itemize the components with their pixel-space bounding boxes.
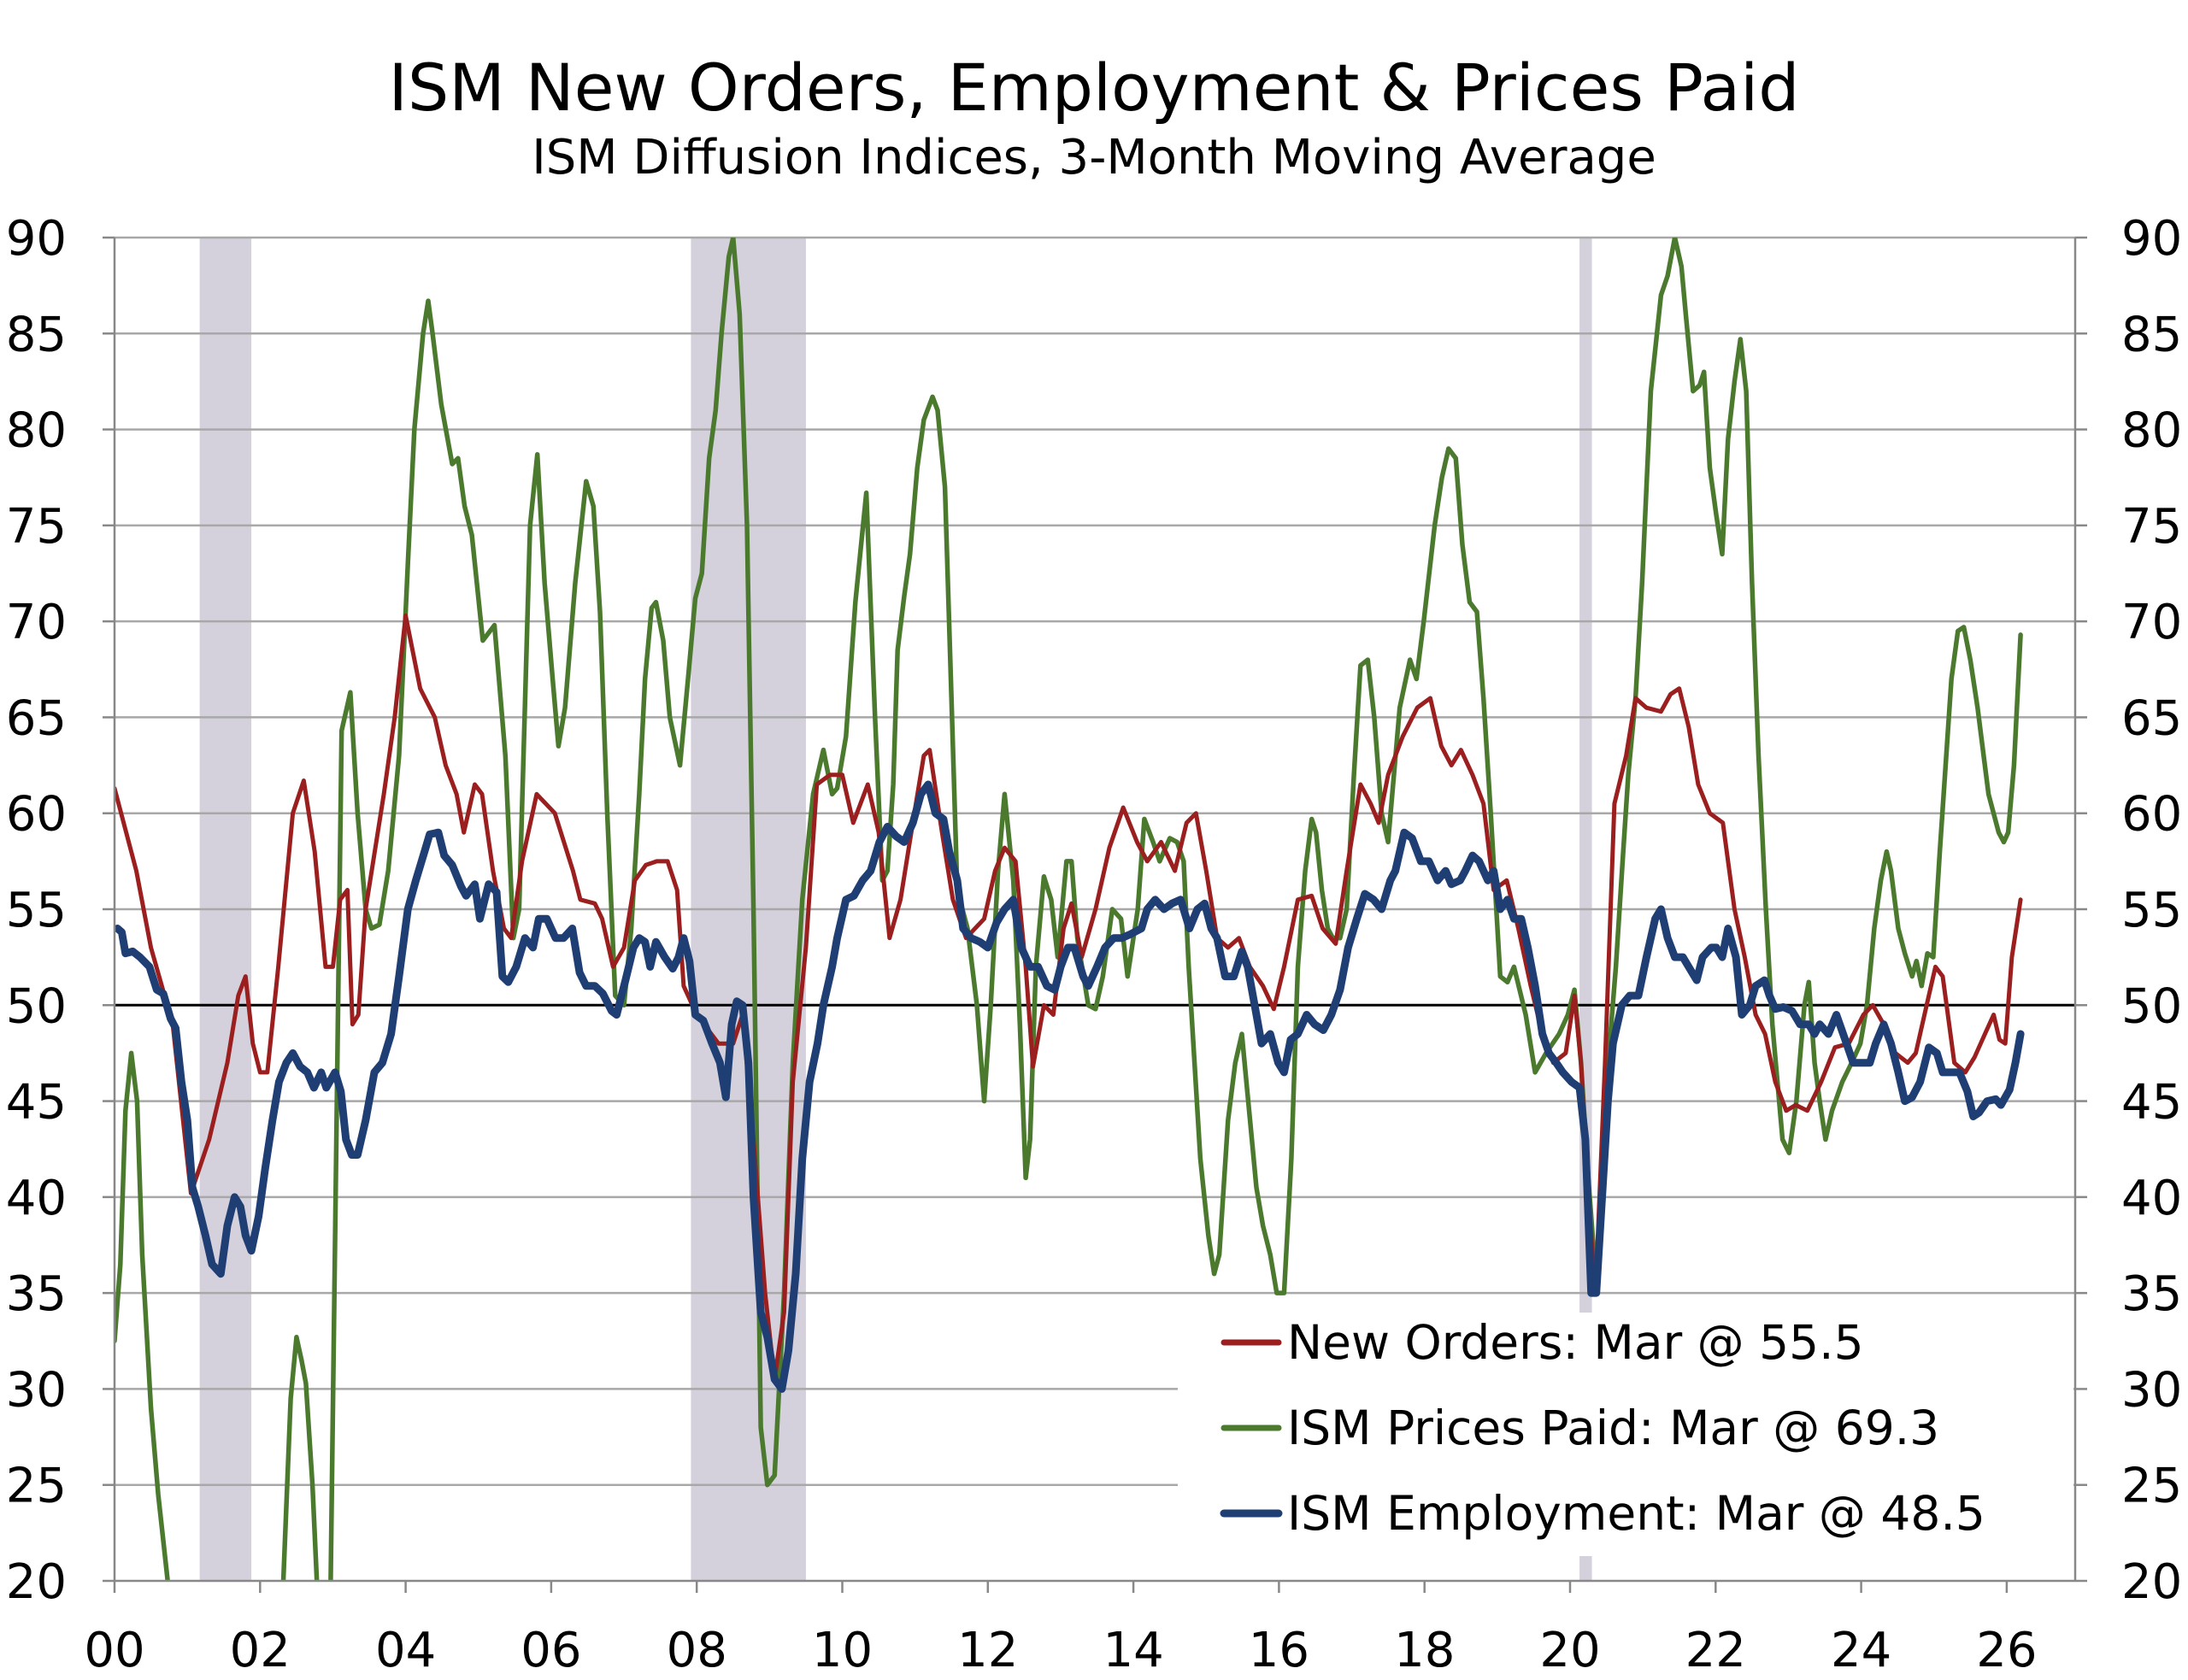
series-line-prices-paid [115, 238, 2023, 1581]
x-tick-label: 00 [84, 1623, 144, 1678]
y-tick-label-left: 20 [6, 1554, 67, 1610]
y-tick-label-right: 35 [2121, 1266, 2182, 1322]
y-tick-label-right: 45 [2121, 1075, 2182, 1131]
y-tick-label-right: 25 [2121, 1459, 2182, 1514]
y-tick-label-right: 40 [2121, 1171, 2182, 1226]
y-tick-label-right: 55 [2121, 883, 2182, 938]
y-tick-label-left: 70 [6, 595, 67, 650]
legend-background [1178, 1313, 2073, 1556]
x-tick-label: 26 [1976, 1623, 2037, 1678]
y-tick-label-right: 70 [2121, 595, 2182, 650]
x-tick-label: 06 [521, 1623, 581, 1678]
x-tick-label: 12 [957, 1623, 1018, 1678]
y-tick-label-left: 30 [6, 1362, 67, 1418]
chart-subtitle: ISM Diffusion Indices, 3-Month Moving Av… [532, 130, 1656, 185]
y-tick-label-left: 35 [6, 1266, 67, 1322]
y-tick-label-left: 25 [6, 1459, 67, 1514]
y-tick-label-right: 65 [2121, 690, 2182, 746]
series-lines [115, 238, 2025, 1581]
y-tick-label-left: 90 [6, 211, 67, 267]
legend: New Orders: Mar @ 55.5 ISM Prices Paid: … [1178, 1313, 2073, 1556]
x-tick-label: 22 [1685, 1623, 1746, 1678]
series-line-employment [115, 780, 2025, 1393]
x-tick-label: 04 [375, 1623, 436, 1678]
y-tick-label-right: 20 [2121, 1554, 2182, 1610]
y-tick-label-left: 85 [6, 307, 67, 362]
y-tick-label-right: 90 [2121, 211, 2182, 267]
y-tick-label-left: 40 [6, 1171, 67, 1226]
x-tick-label: 24 [1831, 1623, 1891, 1678]
x-tick-label: 18 [1394, 1623, 1455, 1678]
y-tick-label-left: 55 [6, 883, 67, 938]
chart-title: ISM New Orders, Employment & Prices Paid [388, 50, 1800, 126]
axes: 20 20 25 25 30 30 35 35 40 40 45 45 50 50 55 55 60 60 65 65… [6, 211, 2183, 1678]
legend-item-new-orders: New Orders: Mar @ 55.5 [1220, 1315, 1864, 1370]
y-tick-label-right: 80 [2121, 403, 2182, 459]
y-tick-label-left: 80 [6, 403, 67, 459]
y-tick-label-right: 75 [2121, 499, 2182, 555]
legend-label-employment: ISM Employment: Mar @ 48.5 [1287, 1486, 1985, 1541]
y-tick-label-left: 75 [6, 499, 67, 555]
y-tick-label-right: 50 [2121, 978, 2182, 1034]
x-tick-label: 16 [1249, 1623, 1309, 1678]
y-tick-label-right: 60 [2121, 787, 2182, 843]
x-tick-label: 08 [667, 1623, 727, 1678]
y-tick-label-left: 50 [6, 978, 67, 1034]
y-tick-label-left: 60 [6, 787, 67, 843]
y-tick-label-left: 65 [6, 690, 67, 746]
x-tick-label: 20 [1539, 1623, 1600, 1678]
x-tick-label: 14 [1103, 1623, 1163, 1678]
legend-item-prices-paid: ISM Prices Paid: Mar @ 69.3 [1220, 1401, 1939, 1455]
y-tick-label-right: 30 [2121, 1362, 2182, 1418]
y-tick-label-right: 85 [2121, 307, 2182, 362]
x-tick-label: 10 [812, 1623, 873, 1678]
legend-label-new-orders: New Orders: Mar @ 55.5 [1287, 1315, 1864, 1370]
legend-label-prices-paid: ISM Prices Paid: Mar @ 69.3 [1287, 1401, 1939, 1455]
x-tick-label: 02 [230, 1623, 291, 1678]
legend-item-employment: ISM Employment: Mar @ 48.5 [1220, 1486, 1985, 1541]
series-line-new-orders [115, 613, 2023, 1382]
y-tick-label-left: 45 [6, 1075, 67, 1131]
gridlines [115, 236, 2075, 1486]
